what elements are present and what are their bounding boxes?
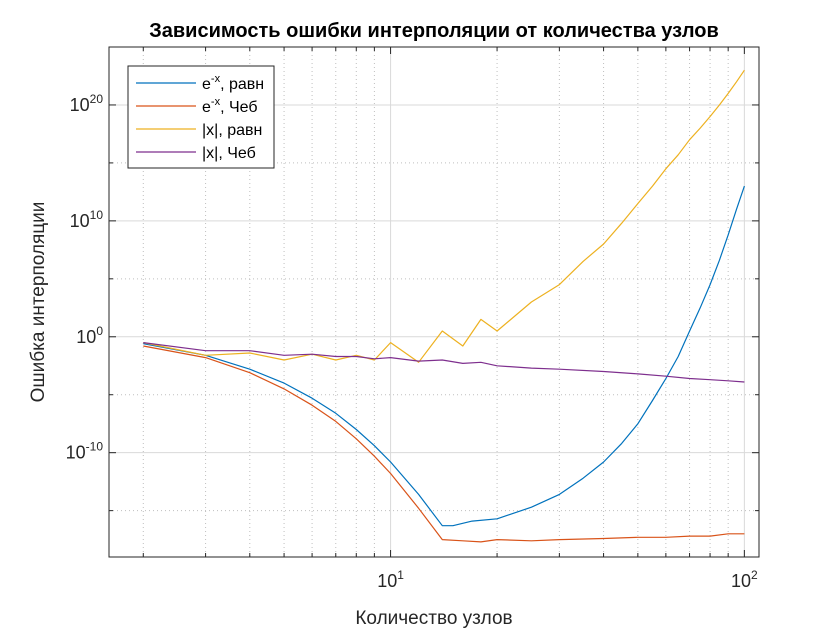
y-tick-exponent: 0	[96, 324, 103, 338]
y-axis-label: Ошибка интерполяции	[28, 202, 49, 403]
y-tick-label: 10-10	[66, 440, 104, 463]
y-tick-exponent: -10	[86, 440, 104, 454]
legend-entry: e-x, Чеб	[202, 96, 258, 116]
legend-entry: |x|, Чеб	[202, 145, 256, 162]
chart-title: Зависимость ошибки интерполяции от колич…	[149, 20, 719, 42]
y-tick-base: 10	[66, 443, 86, 463]
x-axis-label: Количество узлов	[355, 608, 512, 629]
x-tick-exponent: 1	[397, 568, 404, 582]
legend-entry-superscript: -x	[211, 73, 221, 85]
y-tick-base: 10	[76, 327, 96, 347]
legend-entry-base: e	[202, 76, 211, 93]
y-tick-exponent: 10	[90, 208, 104, 222]
legend-entry-base: |x|, равн	[202, 122, 262, 139]
series-line-3	[143, 69, 745, 363]
legend-entry-rest: , равн	[220, 76, 264, 93]
x-tick-base: 10	[377, 571, 397, 591]
y-tick-exponent: 20	[90, 92, 104, 106]
x-tick-labels: 101 102	[377, 568, 758, 591]
y-tick-base: 10	[70, 95, 90, 115]
x-tick-label: 102	[731, 568, 758, 591]
x-tick-label: 101	[377, 568, 404, 591]
series-layer	[143, 69, 745, 543]
legend-entry-base: |x|, Чеб	[202, 145, 256, 162]
x-tick-exponent: 2	[751, 568, 758, 582]
series-line-1	[143, 185, 745, 527]
legend-entry-superscript: -x	[211, 96, 221, 108]
y-tick-label: 1010	[70, 208, 104, 231]
legend-entry: e-x, равн	[202, 73, 264, 93]
tick-marks	[109, 47, 759, 557]
x-tick-base: 10	[731, 571, 751, 591]
legend-entry-rest: , Чеб	[220, 99, 257, 116]
axes-box	[108, 46, 760, 558]
series-line-2	[143, 345, 745, 543]
legend-entry-base: e	[202, 99, 211, 116]
series-line-4	[143, 342, 745, 383]
y-tick-label: 1020	[70, 92, 104, 115]
y-tick-label: 100	[76, 324, 103, 347]
y-tick-base: 10	[70, 211, 90, 231]
legend-entry: |x|, равн	[202, 122, 262, 139]
